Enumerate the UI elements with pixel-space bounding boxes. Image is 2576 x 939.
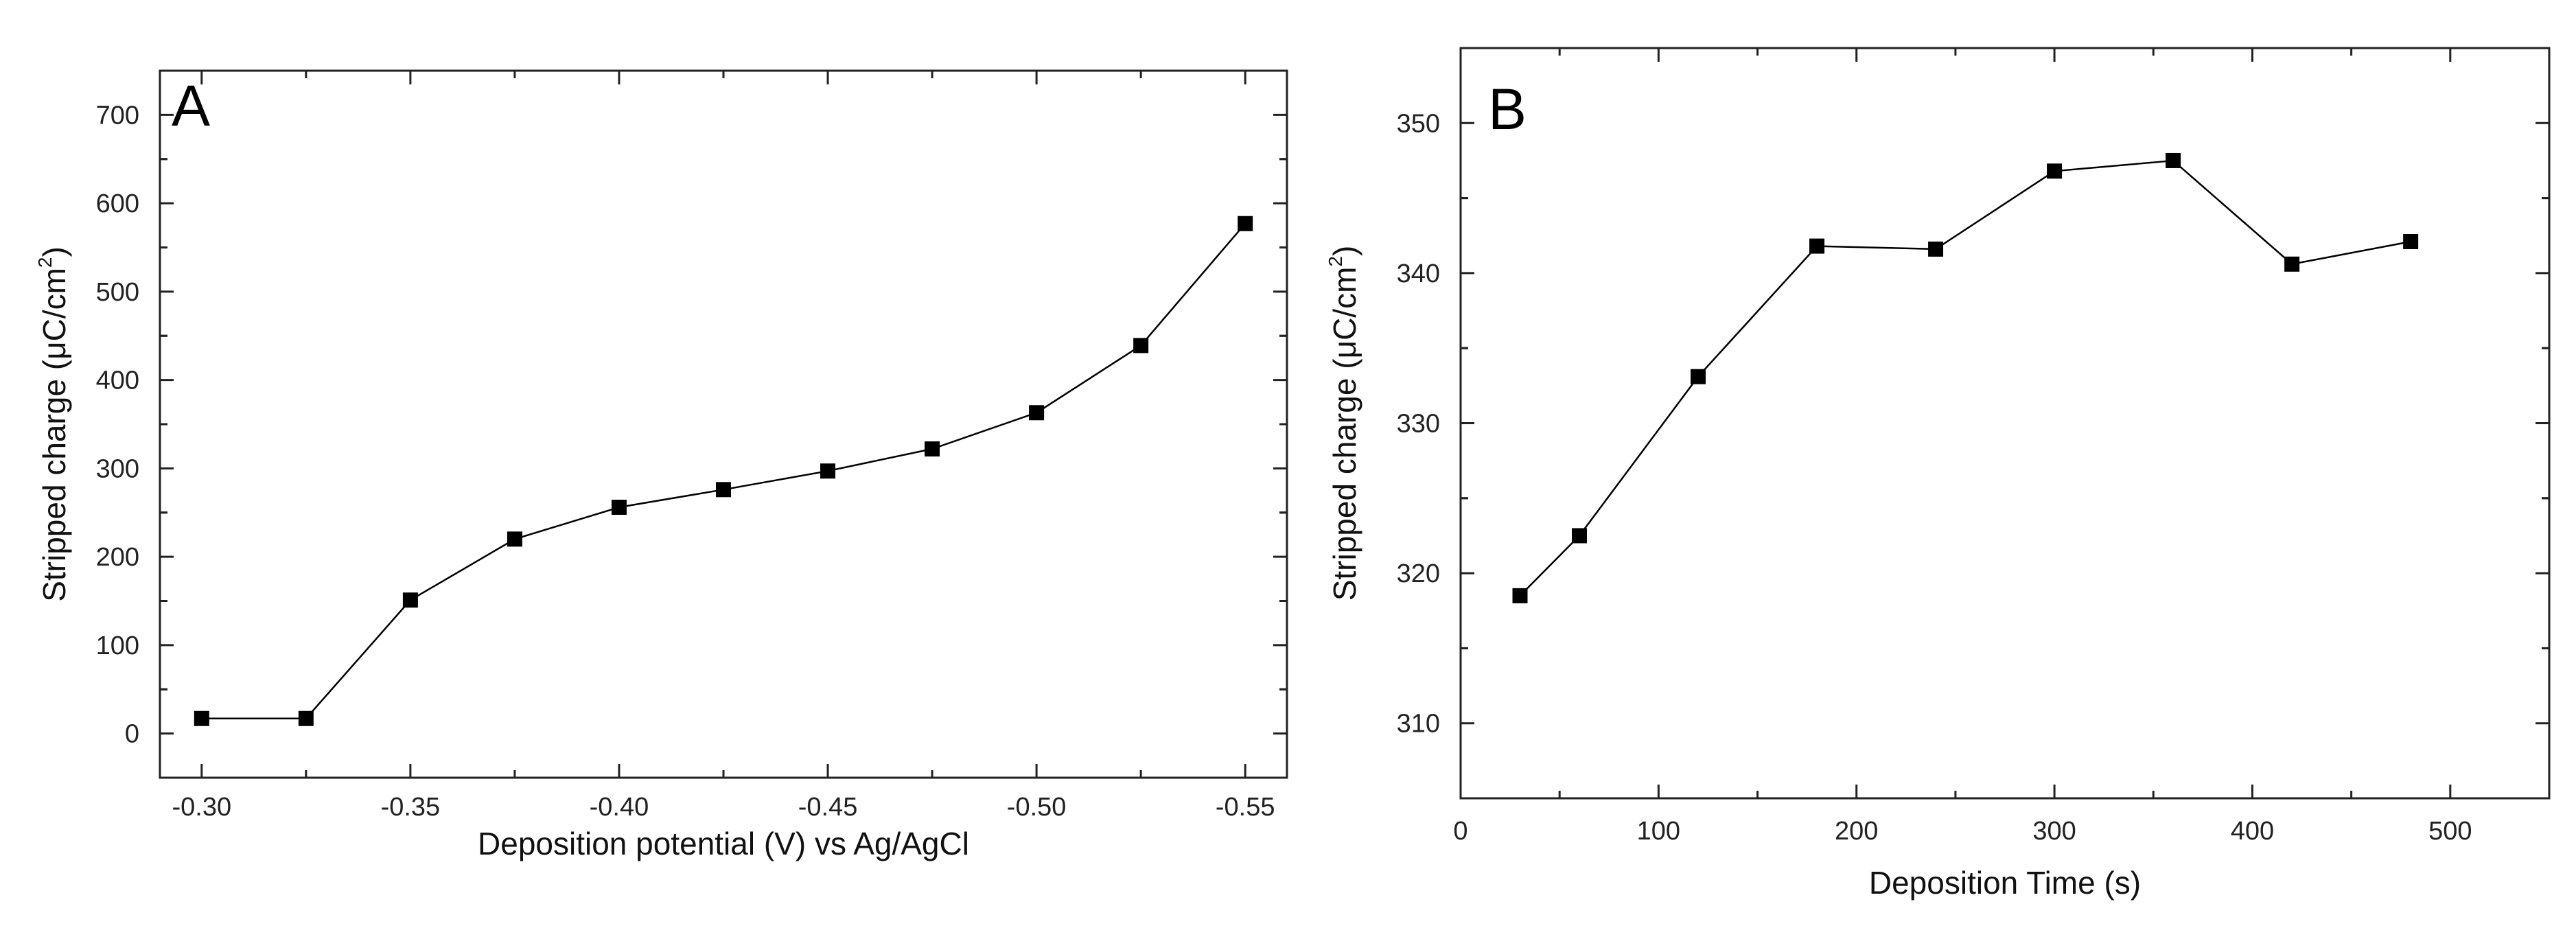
y-axis-title-main: Stripped charge (μC/cm <box>1327 267 1362 601</box>
data-point <box>507 531 522 547</box>
data-point <box>1928 241 1944 257</box>
x-tick-label: 500 <box>2428 817 2472 846</box>
y-tick-label: 310 <box>1397 710 1440 739</box>
y-axis-title: Stripped charge (μC/cm2) <box>34 246 72 602</box>
x-tick-label: -0.50 <box>1007 793 1067 822</box>
data-point <box>298 710 314 726</box>
data-point <box>1029 405 1045 421</box>
x-tick-label: 300 <box>2032 817 2076 846</box>
y-tick-label: 400 <box>96 367 139 395</box>
data-point <box>820 463 836 479</box>
x-tick-label: -0.45 <box>798 793 858 822</box>
y-tick-label: 700 <box>96 101 139 130</box>
panel-label: B <box>1488 77 1527 141</box>
data-point <box>1238 216 1253 231</box>
chart-panel-a: 0 100 200 300 400 500 600 700 -0.30 -0.35 -0.40 -0.… <box>34 69 1288 861</box>
data-point <box>1512 588 1528 603</box>
y-tick-label: 300 <box>96 454 139 483</box>
series-line <box>201 222 1246 719</box>
x-tick-label: -0.30 <box>172 793 232 822</box>
y-tick-label: 0 <box>125 720 139 749</box>
y-axis-title-superscript: 2 <box>34 257 56 268</box>
chart-panel-b: 310 320 330 340 350 0 100 200 300 400 500 B Depositi… <box>1325 47 2551 901</box>
data-point <box>194 710 209 726</box>
x-axis-title: Deposition Time (s) <box>1869 865 2141 901</box>
x-tick-label: 200 <box>1835 817 1878 846</box>
x-axis-title: Deposition potential (V) vs Ag/AgCl <box>478 826 969 861</box>
y-tick-label: 600 <box>96 189 139 218</box>
plot-frame <box>159 69 1288 779</box>
y-axis-title-close: ) <box>1327 246 1362 256</box>
data-point <box>1572 528 1588 544</box>
x-tick-label: -0.40 <box>590 793 649 822</box>
data-point <box>2166 152 2181 168</box>
y-tick-label: 340 <box>1397 259 1440 288</box>
data-point <box>2047 163 2063 179</box>
y-tick-label: 350 <box>1397 109 1440 138</box>
y-tick-label: 330 <box>1397 410 1440 439</box>
series-line <box>1519 159 2411 596</box>
data-point <box>611 500 627 515</box>
y-tick-label: 320 <box>1397 559 1440 588</box>
data-point <box>1809 238 1825 254</box>
data-point <box>925 441 940 457</box>
y-axis-title-superscript: 2 <box>1325 256 1346 267</box>
x-tick-label: 0 <box>1453 817 1467 846</box>
y-tick-label: 200 <box>96 543 139 572</box>
x-tick-label: 100 <box>1637 817 1680 846</box>
plot-frame <box>1459 47 2551 800</box>
x-tick-label: -0.55 <box>1216 793 1275 822</box>
y-axis-title-close: ) <box>36 246 72 257</box>
x-tick-label: -0.35 <box>381 793 441 822</box>
y-axis-title-main: Stripped charge (μC/cm <box>36 268 72 602</box>
data-point <box>2403 233 2419 249</box>
data-point <box>716 482 731 498</box>
y-tick-label: 100 <box>96 631 139 660</box>
data-point <box>2284 256 2300 272</box>
y-axis-title: Stripped charge (μC/cm2) <box>1325 246 1362 601</box>
x-tick-label: 400 <box>2231 817 2274 846</box>
panel-label: A <box>172 73 210 138</box>
data-point <box>1133 338 1149 353</box>
y-tick-label: 500 <box>96 278 139 307</box>
data-point <box>402 592 418 608</box>
data-point <box>1691 369 1706 384</box>
